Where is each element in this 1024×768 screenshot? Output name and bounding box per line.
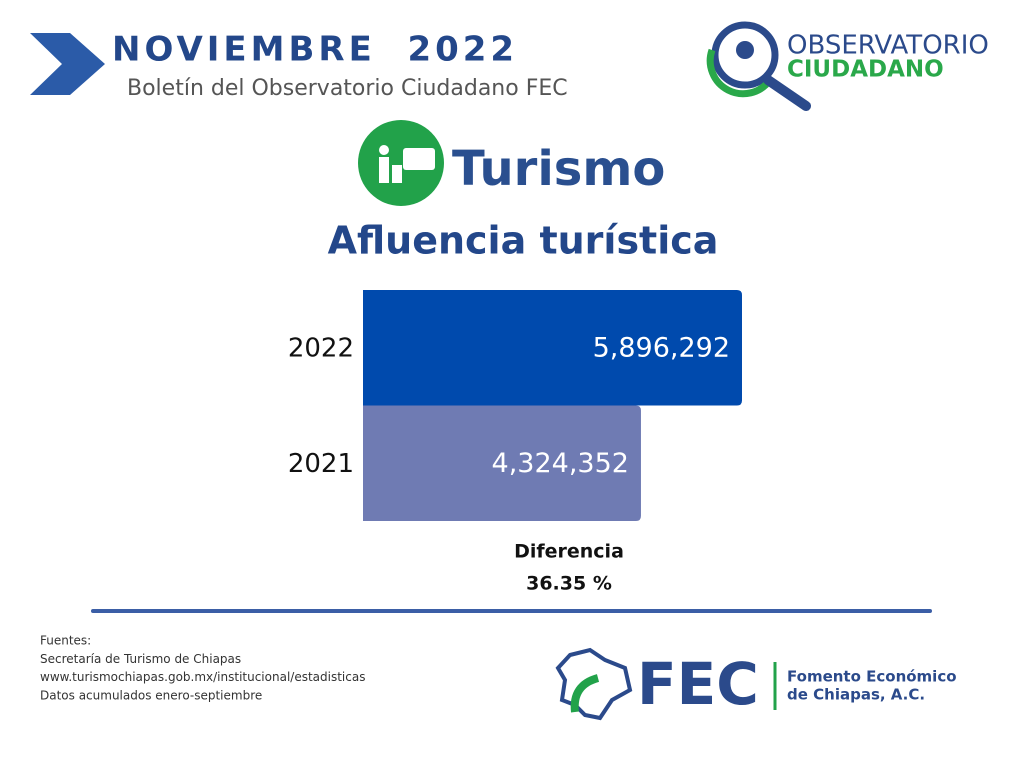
annotation-value: 36.35 % — [526, 573, 612, 595]
footer-line: Secretaría de Turismo de Chiapas — [40, 652, 241, 666]
logo-ring — [711, 21, 779, 89]
footer-line: Fuentes: — [40, 634, 91, 648]
fec-logo: FEC Fomento Económico de Chiapas, A.C. — [555, 647, 957, 721]
icon-person — [379, 145, 389, 155]
header-subtitle: Boletín del Observatorio Ciudadano FEC — [127, 76, 568, 101]
fec-line1: Fomento Económico — [787, 668, 957, 686]
header-title: NOVIEMBRE 2022 — [112, 30, 518, 70]
logo-figure — [736, 41, 754, 59]
logo-line2: CIUDADANO — [787, 57, 944, 83]
bar — [363, 290, 742, 406]
chart-title: Afluencia turística — [328, 219, 719, 263]
fec-line2: de Chiapas, A.C. — [787, 686, 925, 704]
footer-line: Datos acumulados enero-septiembre — [40, 688, 262, 702]
category-label: 2022 — [288, 333, 354, 363]
map-arrow — [570, 674, 600, 713]
logo-line1: OBSERVATORIO — [787, 31, 989, 61]
chevron — [30, 33, 105, 95]
value-label: 4,324,352 — [492, 448, 629, 479]
section-title: Turismo — [452, 141, 665, 197]
bar — [363, 405, 641, 521]
logo-handle — [763, 75, 811, 111]
icon-circle — [358, 120, 444, 206]
turismo-icon — [358, 120, 444, 206]
category-label: 2021 — [288, 449, 354, 479]
logo-ring-green — [706, 48, 773, 98]
icon-body — [379, 157, 389, 183]
bar-chart: 2022 5,896,292 2021 4,324,352 — [288, 290, 742, 521]
footer-line: www.turismochiapas.gob.mx/institucional/… — [40, 670, 365, 684]
annotation-label: Diferencia — [514, 541, 624, 563]
observatorio-logo: OBSERVATORIO CIUDADANO — [706, 21, 989, 111]
value-label: 5,896,292 — [593, 332, 730, 363]
footer: Fuentes: Secretaría de Turismo de Chiapas… — [40, 634, 365, 703]
icon-luggage — [392, 165, 402, 183]
icon-van — [403, 148, 435, 170]
fec-mark: FEC — [637, 650, 759, 718]
map-outline — [555, 647, 633, 721]
